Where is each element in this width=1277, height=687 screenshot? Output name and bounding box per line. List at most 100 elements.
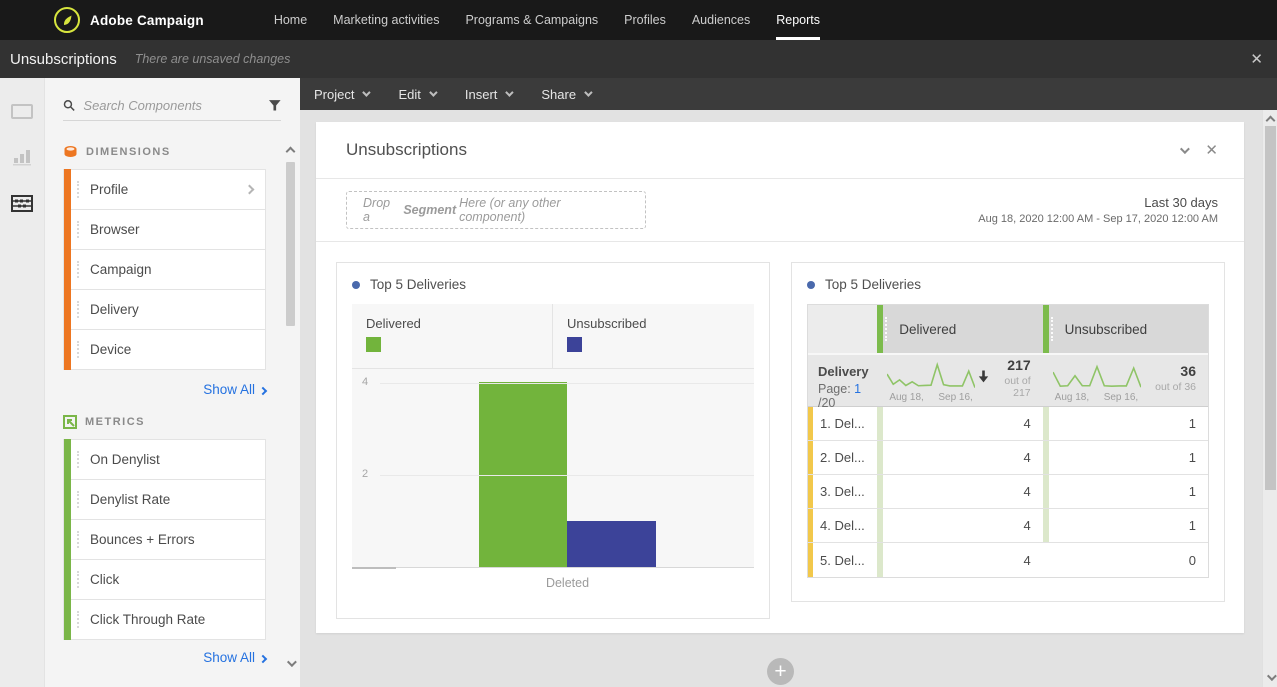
metric-click[interactable]: Click	[63, 559, 266, 600]
row-value-cell[interactable]: 4	[877, 509, 1042, 542]
scroll-down-icon[interactable]	[1266, 671, 1277, 682]
row-value-cell[interactable]: 4	[877, 441, 1042, 474]
search-input[interactable]	[83, 98, 262, 113]
row-accent	[808, 475, 813, 508]
metric-on-denylist[interactable]: On Denylist	[63, 439, 266, 480]
metrics-label: METRICS	[85, 416, 145, 428]
show-all-label: Show All	[203, 382, 255, 397]
date-range[interactable]: Last 30 days Aug 18, 2020 12:00 AM - Sep…	[978, 195, 1218, 225]
cell-accent	[1042, 407, 1049, 440]
table-row[interactable]: 4. Del... 4 1	[808, 509, 1208, 543]
row-value: 1	[1188, 450, 1196, 465]
left-rail	[0, 78, 45, 687]
row-value-cell[interactable]: 4	[877, 475, 1042, 508]
panels-icon[interactable]	[10, 100, 34, 122]
column-header-unsubscribed[interactable]: Unsubscribed	[1042, 305, 1208, 353]
dimension-device[interactable]: Device	[63, 329, 266, 370]
report-subheader: Drop a Segment Here (or any other componen…	[316, 179, 1244, 242]
filter-icon[interactable]	[269, 99, 281, 112]
column-header-delivered[interactable]: Delivered	[877, 305, 1043, 353]
row-label-cell[interactable]: 2. Del...	[808, 441, 877, 474]
row-value-cell[interactable]: 0	[1043, 543, 1208, 577]
drag-handle	[77, 221, 79, 238]
metrics-list: On Denylist Denylist Rate Bounces + Erro…	[63, 439, 266, 640]
legend-unsubscribed[interactable]: Unsubscribed	[553, 304, 754, 368]
page-total: /20	[818, 396, 836, 410]
row-value: 4	[1023, 484, 1031, 499]
column-accent	[877, 305, 884, 353]
table-row[interactable]: 2. Del... 4 1	[808, 441, 1208, 475]
content-area: DIMENSIONS Profile Browser Campaign	[0, 78, 1277, 687]
sidebar-scroll-down-icon[interactable]	[286, 657, 297, 668]
collapse-panel-icon[interactable]	[1180, 143, 1191, 154]
nav-profiles[interactable]: Profiles	[624, 13, 666, 27]
menu-insert[interactable]: Insert	[465, 87, 515, 102]
row-label-cell[interactable]: 3. Del...	[808, 475, 877, 508]
metric-bounces-errors[interactable]: Bounces + Errors	[63, 519, 266, 560]
nav-audiences[interactable]: Audiences	[691, 13, 751, 27]
dropzone-text: Drop a	[363, 196, 391, 224]
row-label-cell[interactable]: 4. Del...	[808, 509, 877, 542]
dimension-profile[interactable]: Profile	[63, 169, 266, 210]
table-summary-row: Delivery Page: 1 /20	[808, 355, 1208, 410]
table-row[interactable]: 1. Del... 4 1	[808, 407, 1208, 441]
row-value-cell[interactable]: 1	[1042, 407, 1208, 440]
scrollbar-thumb[interactable]	[1265, 126, 1276, 490]
metric-accent	[64, 519, 71, 560]
bar-unsubscribed[interactable]	[567, 520, 656, 567]
delivered-summary-cell: Aug 18, Sep 16,	[877, 355, 1042, 406]
nav-marketing-activities[interactable]: Marketing activities	[333, 13, 440, 27]
drag-handle	[77, 531, 79, 548]
sort-descending-icon[interactable]	[975, 370, 991, 383]
dimensions-list: Profile Browser Campaign Delivery	[63, 169, 266, 370]
legend-delivered[interactable]: Delivered	[352, 304, 553, 368]
metric-denylist-rate[interactable]: Denylist Rate	[63, 479, 266, 520]
segment-drop-zone[interactable]: Drop a Segment Here (or any other componen…	[346, 191, 646, 229]
chevron-down-icon	[429, 88, 438, 97]
table-row[interactable]: 5. Del... 4 0	[808, 543, 1208, 577]
adobe-campaign-logo-icon[interactable]	[54, 7, 80, 33]
dimensions-show-all-link[interactable]: Show All	[63, 382, 268, 397]
dimensions-label: DIMENSIONS	[86, 146, 171, 158]
row-label-cell[interactable]: 1. Del...	[808, 407, 877, 440]
dimension-delivery[interactable]: Delivery	[63, 289, 266, 330]
dimension-accent	[64, 209, 71, 250]
row-accent	[808, 407, 813, 440]
bar-delivered[interactable]	[479, 381, 567, 567]
main-scrollbar[interactable]	[1262, 110, 1277, 687]
close-panel-icon[interactable]: ✕	[1205, 141, 1218, 159]
menu-share[interactable]: Share	[541, 87, 593, 102]
components-icon[interactable]	[10, 192, 34, 214]
close-document-icon[interactable]: ✕	[1250, 50, 1263, 68]
cell-accent	[1042, 441, 1049, 474]
menu-project[interactable]: Project	[314, 87, 372, 102]
add-widget-button[interactable]: +	[767, 658, 794, 685]
row-accent	[808, 509, 813, 542]
unsubscribed-summary-cell: Aug 18, Sep 16, 36 out of 36	[1043, 355, 1208, 406]
dimension-browser[interactable]: Browser	[63, 209, 266, 250]
top5-table: Delivered Unsubscribed	[807, 304, 1209, 578]
dimension-campaign[interactable]: Campaign	[63, 249, 266, 290]
primary-nav: Home Marketing activities Programs & Cam…	[274, 0, 820, 40]
metric-click-through-rate[interactable]: Click Through Rate	[63, 599, 266, 640]
menu-edit[interactable]: Edit	[398, 87, 438, 102]
row-value-cell[interactable]: 4	[877, 543, 1042, 577]
row-value-cell[interactable]: 4	[877, 407, 1042, 440]
page-number[interactable]: 1	[854, 382, 862, 396]
unsubscribed-totals: 36 out of 36	[1141, 363, 1196, 393]
row-value-cell[interactable]: 1	[1042, 441, 1208, 474]
table-row[interactable]: 3. Del... 4 1	[808, 475, 1208, 509]
dimension-label: Browser	[90, 222, 140, 237]
nav-home[interactable]: Home	[273, 13, 308, 27]
row-value-cell[interactable]: 1	[1042, 475, 1208, 508]
row-label-cell[interactable]: 5. Del...	[808, 543, 877, 577]
scroll-up-icon[interactable]	[1265, 115, 1276, 126]
visualizations-icon[interactable]	[10, 146, 34, 168]
sidebar-scrollbar-thumb[interactable]	[286, 162, 295, 326]
metrics-show-all-link[interactable]: Show All	[63, 650, 268, 665]
nav-reports[interactable]: Reports	[776, 0, 820, 40]
table-widget-title: Top 5 Deliveries	[825, 277, 922, 292]
document-title: Unsubscriptions	[10, 50, 117, 68]
nav-programs-campaigns[interactable]: Programs & Campaigns	[465, 13, 599, 27]
row-value-cell[interactable]: 1	[1042, 509, 1208, 542]
